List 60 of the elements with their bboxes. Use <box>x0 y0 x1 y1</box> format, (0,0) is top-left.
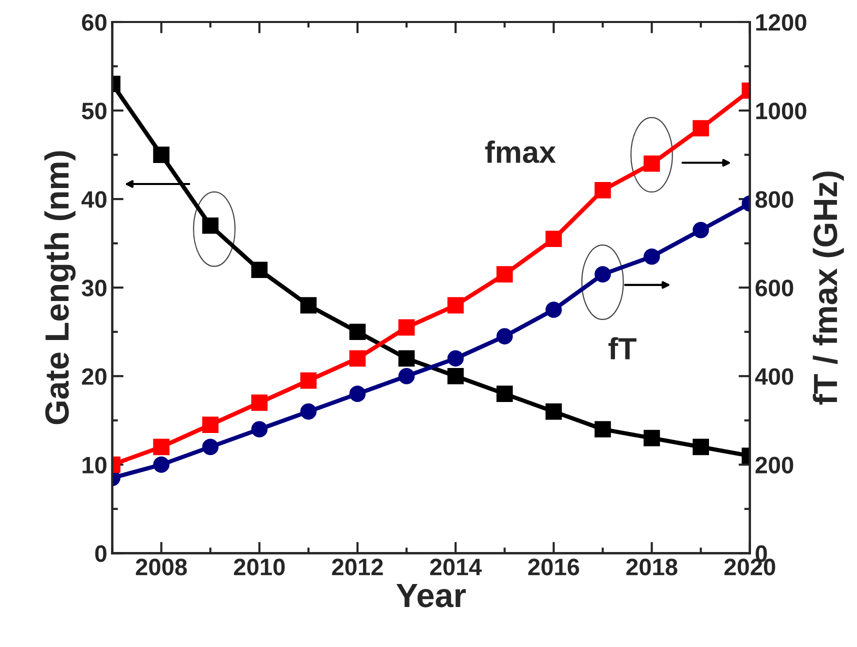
point <box>692 222 709 238</box>
y-tick-label: 30 <box>82 280 106 296</box>
point <box>546 302 562 318</box>
y2-tick-label: 1000 <box>756 102 806 120</box>
point <box>496 266 513 282</box>
y2-axis-title: fT / fmax (GHz) <box>812 172 844 405</box>
series-label: fmax <box>485 140 556 163</box>
y-axis-title: Gate Length (nm) <box>44 151 76 424</box>
point <box>398 350 415 367</box>
y-tick-label: 60 <box>82 14 106 31</box>
point <box>202 438 219 456</box>
point <box>546 403 562 420</box>
y2-tick-label: 800 <box>755 191 794 208</box>
y2-tick-label: 1200 <box>756 14 806 31</box>
y-tick-label: 20 <box>82 368 106 385</box>
point <box>692 120 709 136</box>
point <box>398 319 415 336</box>
y-tick-label: 40 <box>82 191 106 208</box>
point <box>692 438 709 456</box>
point <box>251 394 268 411</box>
point <box>202 416 219 433</box>
point <box>546 230 562 248</box>
point <box>349 386 366 402</box>
point <box>644 155 660 172</box>
point <box>300 297 317 314</box>
x-tick-label: 2010 <box>234 558 285 576</box>
y-tick-label: 50 <box>82 102 106 120</box>
point <box>349 324 366 340</box>
point <box>496 386 513 402</box>
point <box>594 182 611 198</box>
y2-tick-label: 200 <box>756 456 794 474</box>
point <box>153 456 170 473</box>
point <box>202 217 219 234</box>
point <box>300 372 317 389</box>
y-tick-label: 0 <box>95 545 106 562</box>
y-tick-label: 10 <box>82 456 106 474</box>
point <box>300 403 317 420</box>
point <box>447 368 464 384</box>
x-tick-label: 2016 <box>528 558 580 576</box>
point <box>398 368 415 384</box>
x-axis-title: Year <box>396 584 466 608</box>
point <box>644 248 660 265</box>
x-tick-label: 2018 <box>626 558 678 576</box>
point <box>153 438 170 456</box>
point <box>349 350 366 367</box>
point <box>644 430 660 446</box>
point <box>447 297 464 314</box>
x-tick-label: 2008 <box>136 558 187 576</box>
point <box>447 350 464 367</box>
point <box>251 421 268 438</box>
series-label: fT <box>608 337 636 360</box>
point <box>594 266 611 282</box>
point <box>594 421 611 438</box>
point <box>496 328 513 344</box>
point <box>153 146 170 163</box>
x-tick-label: 2014 <box>430 558 482 576</box>
point <box>251 262 268 278</box>
x-tick-label: 2012 <box>332 558 383 576</box>
y2-tick-label: 600 <box>756 280 794 296</box>
y2-tick-label: 400 <box>755 368 794 385</box>
